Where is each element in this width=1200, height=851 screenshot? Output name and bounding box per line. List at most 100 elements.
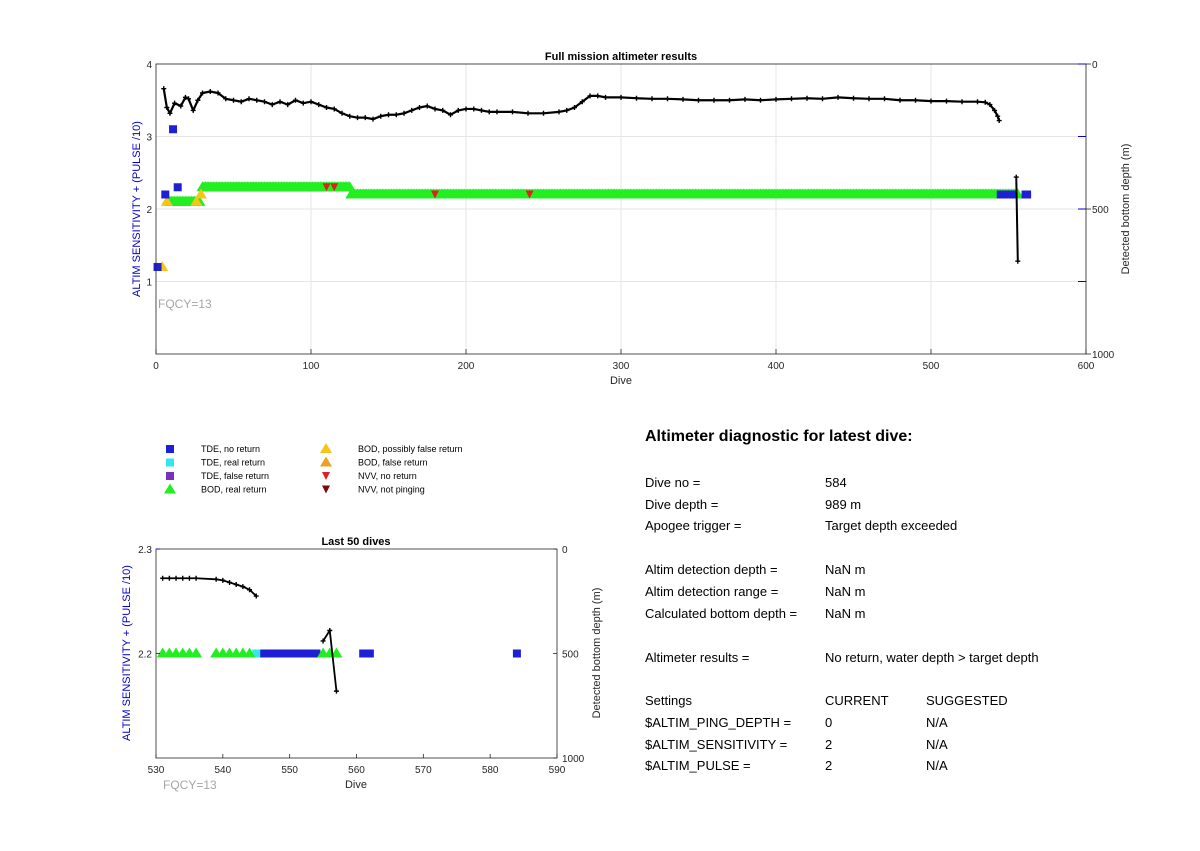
legend-marker (322, 472, 330, 480)
bottom-depth-marker (409, 107, 415, 113)
bottom-depth-marker (564, 107, 570, 113)
y-tick-label: 4 (146, 60, 152, 71)
x-tick-label: 570 (415, 765, 432, 776)
bottom-depth-marker (727, 97, 732, 103)
diag-label: Calculated bottom depth = (645, 606, 798, 621)
legend-label: BOD, possibly false return (358, 444, 463, 454)
settings-header-row: Settings CURRENT SUGGESTED (645, 693, 1008, 708)
bottom-depth-marker (440, 107, 446, 113)
x-tick-label: 590 (549, 765, 566, 776)
bottom-depth-marker (742, 96, 748, 102)
top-y2-axis-label: Detected bottom depth (m) (1120, 144, 1132, 275)
setting-current: 0 (825, 715, 833, 730)
bottom-depth-marker (172, 100, 178, 106)
x-tick-label: 200 (458, 361, 475, 372)
bottom-depth-marker (277, 99, 283, 105)
tde-no-return-marker (292, 649, 301, 658)
bottom-depth-marker (269, 102, 275, 108)
bottom-depth-marker (820, 96, 825, 102)
setting-suggested: N/A (926, 758, 948, 773)
bottom-plot-title: Last 50 dives (321, 536, 390, 548)
tde-no-return-marker (265, 649, 274, 658)
y-tick-label: 2.3 (138, 545, 152, 556)
top-x-ticks: 0 100 200 300 400 500 600 (153, 349, 1095, 372)
bottom-depth-marker (479, 107, 484, 113)
bottom-depth-marker (804, 95, 810, 101)
bottom-depth-marker (300, 100, 306, 106)
late-depth-line (1015, 177, 1019, 262)
diag-value: NaN m (825, 562, 866, 577)
bottom-depth-marker (835, 94, 841, 100)
bottom-depth-marker (603, 94, 608, 100)
diag-label: Altimeter results = (645, 650, 750, 665)
y-tick-label: 2.2 (138, 650, 152, 661)
bod-real-return-marker (190, 647, 203, 658)
bod-real-return-marker (330, 647, 343, 658)
tde-no-return-marker (258, 649, 267, 658)
bottom-depth-marker (996, 118, 1002, 124)
bottom-depth-marker (587, 93, 593, 99)
tde-no-return-marker (161, 190, 170, 199)
bottom-depth-marker (494, 109, 500, 115)
bottom-depth-marker (463, 106, 469, 112)
tde-no-return-marker (299, 649, 308, 658)
bottom-depth-marker (556, 109, 562, 115)
tde-no-return-marker (996, 190, 1005, 199)
nvv-no-return-marker (322, 183, 331, 192)
y2-tick-label: 1000 (1092, 350, 1115, 361)
bottom-depth-marker (866, 96, 872, 102)
x-tick-label: 500 (923, 361, 940, 372)
y2-tick-label: 0 (1092, 60, 1098, 71)
bottom-depth-marker (579, 99, 585, 105)
bottom-depth-marker (959, 99, 965, 105)
bottom-depth-marker (680, 96, 686, 102)
bottom-depth-marker (316, 102, 322, 108)
bottom-depth-marker (882, 96, 887, 102)
settings-header-label: Settings (645, 693, 692, 708)
tde-no-return-marker (312, 649, 321, 658)
top-y2-ticks: 0 500 1000 (1086, 60, 1115, 361)
bottom-series (156, 575, 521, 694)
bottom-depth-marker (944, 98, 949, 104)
top-y-axis-label: ALTIM SENSITIVITY + (PULSE /10) (131, 121, 143, 297)
bod-possibly-false-marker (160, 195, 173, 206)
diag-row-detection-depth: Altim detection depth = NaN m (645, 562, 865, 577)
tde-no-return-marker (1007, 190, 1016, 199)
top-y-ticks: 1 2 3 4 (146, 60, 1086, 289)
diag-row-dive-depth: Dive depth = 989 m (645, 497, 861, 512)
late-depth-marker (333, 688, 339, 694)
bottom-depth-marker (370, 116, 376, 122)
bottom-depth-marker (696, 97, 701, 103)
setting-name: $ALTIM_SENSITIVITY = (645, 737, 788, 752)
bottom-depth-marker (190, 107, 196, 113)
bottom-depth-marker (195, 97, 201, 103)
bottom-depth-marker (471, 106, 477, 112)
bottom-depth-marker (897, 97, 903, 103)
legend-marker (164, 483, 176, 494)
bottom-y2-axis-label: Detected bottom depth (m) (591, 588, 603, 719)
diag-label: Altim detection range = (645, 584, 779, 599)
bottom-depth-marker (987, 102, 993, 108)
diag-label: Apogee trigger = (645, 518, 742, 533)
bottom-depth-marker (233, 582, 239, 588)
bottom-depth-marker (173, 575, 179, 581)
tde-no-return-marker (1001, 190, 1010, 199)
diag-row-calculated-bottom-depth: Calculated bottom depth = NaN m (645, 606, 865, 621)
bottom-depth-marker (339, 110, 345, 116)
bottom-depth-marker (525, 110, 531, 116)
bottom-depth-marker (231, 97, 236, 103)
bottom-depth-marker (238, 99, 244, 105)
diag-row-detection-range: Altim detection range = NaN m (645, 584, 865, 599)
bottom-depth-marker (541, 110, 546, 116)
legend-marker (322, 485, 330, 494)
top-plot-title: Full mission altimeter results (545, 51, 697, 63)
settings-header-current: CURRENT (825, 693, 889, 708)
bottom-depth-marker (649, 96, 655, 102)
late-depth-marker (1015, 258, 1021, 264)
bottom-depth-marker (166, 575, 172, 581)
setting-current: 2 (825, 737, 833, 752)
late-depth-marker (320, 638, 326, 644)
x-tick-label: 580 (482, 765, 499, 776)
setting-current: 2 (825, 758, 833, 773)
